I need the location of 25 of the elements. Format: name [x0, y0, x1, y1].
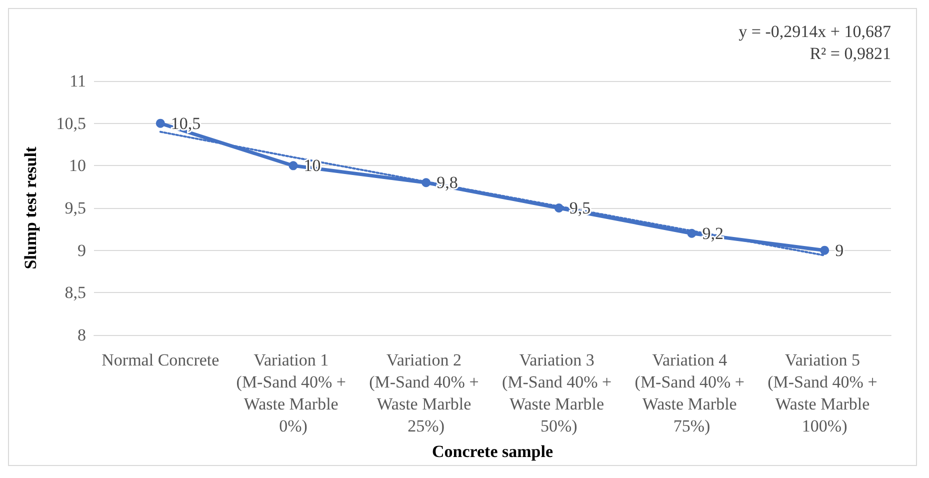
y-tick-label: 11 [70, 72, 86, 90]
point [156, 118, 165, 128]
x-tick-label: Variation 4 (M-Sand 40% + Waste Marble 75%) [634, 350, 749, 436]
x-axis-title: Concrete sample [432, 442, 554, 461]
data-label: 10,5 [170, 114, 201, 133]
y-tick-label: 8,5 [64, 283, 86, 302]
y-tick-label: 8 [78, 326, 86, 344]
y-tick-label: 10,5 [56, 114, 86, 133]
point [554, 204, 564, 212]
x-tick-label: Variation 3 (M-Sand 40% + Waste Marble 50%) [502, 350, 616, 436]
y-tick-label: 9,5 [64, 198, 86, 218]
x-tick-label: Variation 2 (M-Sand 40% + Waste Marble 25%) [369, 350, 484, 436]
text: R² = 0,9821 [810, 44, 892, 63]
data-label: 9 [835, 240, 844, 260]
y-axis-title: Slump test result [21, 146, 40, 270]
point [288, 161, 298, 170]
y-tick-label: 10 [69, 156, 86, 176]
x-tick-label: Variation 5 (M-Sand 40% + Waste Marble 100%) [768, 350, 882, 436]
x-tick-label: Normal Concrete [102, 350, 220, 370]
point [687, 228, 696, 238]
y-tick-label: 9 [78, 240, 86, 260]
text: y = -0,2914x + 10,687 [738, 22, 892, 41]
point [422, 178, 431, 188]
x-tick-label: Variation 1 (M-Sand 40% + Waste Marble 0%) [236, 350, 350, 436]
point [820, 246, 830, 255]
